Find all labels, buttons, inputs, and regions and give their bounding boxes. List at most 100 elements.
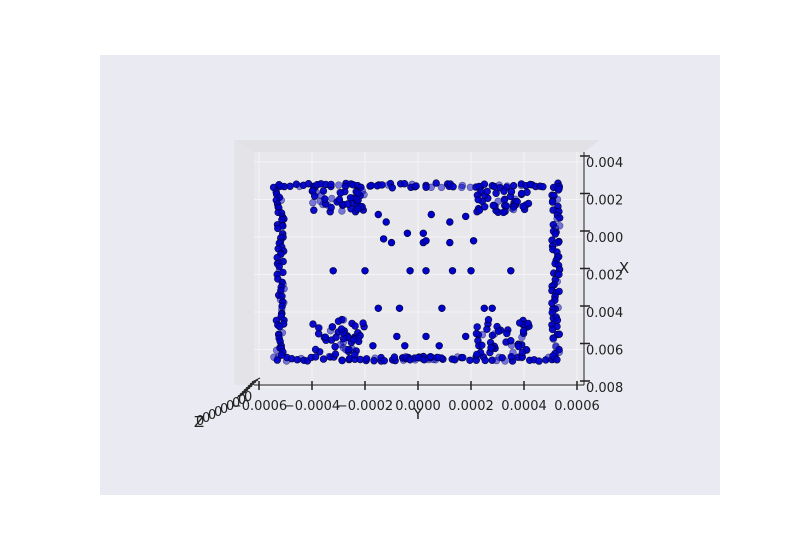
data-point (344, 200, 352, 208)
data-point (311, 353, 320, 361)
data-point (478, 331, 487, 339)
data-point (484, 316, 493, 324)
data-point (427, 210, 435, 219)
data-point (321, 333, 330, 341)
data-point (518, 333, 526, 341)
data-point (551, 230, 559, 238)
z-tick-label: 0 (196, 414, 204, 429)
data-point (549, 335, 558, 343)
x-tick-label: 0.002 (586, 269, 623, 284)
data-point (273, 356, 281, 364)
data-point (336, 340, 345, 349)
data-point (555, 287, 563, 296)
data-point (401, 342, 409, 350)
data-point (481, 203, 489, 211)
data-point (519, 202, 528, 211)
data-point (327, 203, 335, 212)
z-tick-mark (247, 381, 257, 387)
x-tick-label: 0.004 (586, 306, 623, 321)
data-point (473, 323, 481, 331)
data-point (469, 237, 478, 245)
z-tick-label: 0 (214, 405, 222, 420)
data-point (403, 229, 412, 238)
data-point (338, 356, 346, 365)
data-point (337, 325, 346, 333)
data-point (426, 353, 435, 361)
z-tick-mark (245, 383, 255, 389)
data-point (446, 218, 454, 226)
data-point (507, 187, 516, 196)
data-point (458, 183, 466, 192)
data-point (387, 238, 396, 247)
data-point (489, 201, 497, 210)
data-point (475, 206, 484, 215)
x-tick-label: 0.006 (586, 344, 623, 359)
data-point (480, 304, 488, 312)
data-point (309, 199, 317, 207)
x-axis-label: X (619, 259, 629, 277)
data-point (488, 304, 496, 312)
data-point (274, 224, 282, 233)
data-point (507, 267, 515, 275)
data-point (314, 330, 323, 338)
data-point (503, 329, 511, 338)
data-point (438, 304, 446, 312)
data-point (379, 235, 388, 243)
data-point (494, 197, 502, 206)
data-point (276, 322, 284, 331)
y-tick-label: 0.0004 (501, 399, 547, 414)
y-tick-label: 0.0000 (395, 399, 441, 414)
y-tick-label: −0.0006 (231, 399, 287, 414)
data-point (483, 325, 491, 333)
y-tick-label: 0.0002 (448, 399, 494, 414)
data-point (480, 180, 489, 188)
data-point (361, 267, 369, 275)
y-tick-label: −0.0002 (337, 399, 393, 414)
data-point (509, 205, 518, 214)
data-point (328, 323, 337, 331)
data-point (400, 180, 409, 188)
data-point (492, 189, 500, 198)
data-point (509, 348, 517, 357)
data-point (553, 215, 561, 223)
data-point (459, 353, 467, 362)
y-axis-label: Y (412, 405, 423, 423)
data-point (342, 345, 350, 354)
data-point (331, 350, 340, 358)
data-point (481, 356, 489, 365)
back-pane-left (234, 140, 254, 385)
data-point (555, 270, 563, 279)
data-point (382, 218, 390, 226)
x-tick-label: 0.008 (586, 381, 623, 396)
data-point (507, 337, 515, 345)
data-point (353, 205, 362, 213)
z-tick-mark (237, 391, 247, 397)
data-point (498, 354, 506, 362)
data-point (466, 356, 474, 364)
data-point (478, 341, 486, 349)
data-point (422, 267, 430, 275)
data-point (472, 329, 481, 338)
data-point (359, 319, 367, 327)
data-point (449, 183, 457, 191)
data-point (327, 180, 335, 189)
data-point (518, 348, 527, 357)
data-point (374, 210, 382, 219)
data-point (286, 182, 294, 191)
data-point (419, 229, 427, 238)
data-point (374, 304, 382, 312)
data-point (354, 334, 362, 343)
data-point (380, 357, 388, 365)
data-point (338, 207, 346, 215)
data-point (351, 322, 359, 330)
data-point (499, 208, 508, 217)
data-point (277, 182, 285, 190)
data-point (435, 342, 443, 350)
data-point (434, 353, 443, 362)
z-tick-mark (249, 379, 259, 385)
data-point (310, 206, 318, 214)
data-point (535, 357, 543, 365)
z-tick-label: 0 (232, 396, 240, 411)
z-tick-label: 0 (220, 402, 228, 417)
